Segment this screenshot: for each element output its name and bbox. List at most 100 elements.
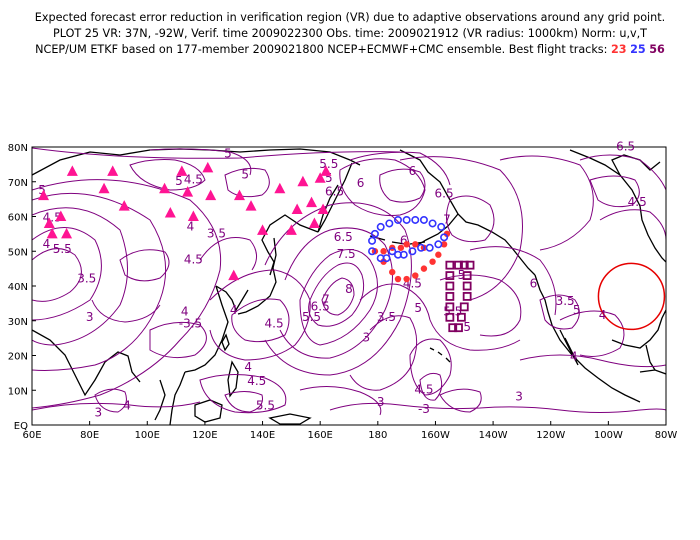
contour-label: 4 — [244, 360, 252, 374]
contour-label: 6.5 — [325, 185, 344, 199]
track-23-label: 23 — [610, 43, 627, 56]
track-56-square — [462, 292, 472, 301]
contour-label: 3.5 — [207, 226, 226, 240]
flight-track-56 — [445, 260, 475, 333]
track-25-circle — [370, 229, 379, 238]
contour-label: 6 — [409, 164, 417, 178]
track-23-dot — [412, 241, 419, 248]
okhotsk-coastline — [261, 214, 319, 276]
hudson-bay-coastline — [611, 154, 661, 176]
track-56-square — [462, 281, 472, 291]
track-25-circle — [434, 240, 443, 249]
observation-triangle-marker — [43, 217, 55, 228]
kamchatka-coastline — [317, 162, 353, 233]
flight-track-25 — [368, 215, 449, 263]
south-asia-coastline — [32, 329, 141, 397]
observation-triangle-marker — [233, 189, 245, 201]
track-25-circle — [376, 222, 385, 231]
track-25-circle — [417, 243, 426, 252]
track-56-square — [459, 302, 469, 312]
x-tick-label: 100E — [135, 430, 160, 441]
japan-coastline — [237, 267, 277, 315]
contour-label: 3 — [515, 390, 523, 404]
track-25-circle — [408, 247, 417, 256]
track-25-circle — [393, 250, 402, 259]
observation-triangle-marker — [320, 165, 332, 176]
track-23-dot — [380, 248, 387, 255]
contour-label: 4 — [570, 350, 578, 364]
contour-label: 4 — [187, 219, 195, 233]
track-23-dot — [403, 241, 410, 248]
contour-label: 4 — [599, 308, 607, 322]
y-tick-label: 10N — [8, 386, 28, 397]
x-tick-label: 60E — [22, 430, 41, 441]
contour-label: 6.5 — [435, 186, 454, 200]
new-guinea-coastline — [268, 413, 312, 425]
gulf-coastline — [611, 309, 666, 349]
contour-label: -3 — [418, 402, 430, 416]
track-56-square — [445, 271, 455, 280]
track-23-dot — [403, 275, 410, 283]
korea-coastline — [215, 285, 249, 312]
contour-label: 8 — [345, 282, 353, 296]
y-tick-label: 40N — [8, 282, 28, 293]
observation-triangle-marker — [164, 207, 176, 218]
contour-label: 4 — [181, 305, 189, 319]
observation-triangle-marker — [187, 210, 199, 221]
y-axis-labels: 80N 70N 60N 50N 40N 30N 20N 10N EQ — [8, 143, 28, 432]
contour-label: 5 — [175, 174, 183, 188]
track-56-square — [445, 260, 455, 270]
contour-label: 4 — [43, 237, 51, 251]
contour-label: 5.5 — [256, 398, 275, 412]
flight-track-23 — [371, 230, 451, 283]
x-tick-label: 80E — [80, 430, 99, 441]
track-25-circle — [402, 215, 411, 224]
canada-arctic-coastline — [569, 149, 666, 263]
track-25-circle — [385, 219, 394, 228]
header-line-3: NCEP/UM ETKF based on 177-member 2009021… — [0, 42, 700, 58]
observation-triangle-marker — [274, 182, 286, 194]
track-25-circle — [368, 236, 377, 245]
contour-label: 3 — [377, 395, 385, 409]
contour-label: 5.5 — [53, 242, 72, 256]
y-tick-label: EQ — [14, 421, 28, 432]
contour-label: 7 — [322, 292, 330, 306]
x-tick-label: 100W — [594, 430, 623, 441]
taiwan-coastline — [221, 333, 230, 352]
observation-triangle-marker — [291, 203, 303, 215]
y-tick-label: 60N — [8, 213, 28, 224]
x-tick-label: 180 — [368, 430, 387, 441]
contour-label: 7.5 — [337, 247, 356, 261]
track-25-circle — [388, 247, 397, 256]
x-tick-label: 160E — [307, 430, 332, 441]
borneo-coastline — [194, 399, 223, 423]
hawaii-islands — [429, 347, 451, 363]
malaysia-coastline — [154, 379, 166, 421]
observation-triangle-marker — [202, 161, 214, 173]
observation-triangle-marker — [182, 186, 194, 197]
figure-header: Expected forecast error reduction in ver… — [0, 10, 700, 58]
contour-label: 7 — [443, 212, 451, 226]
contour-label: 6 — [357, 176, 365, 190]
track-25-circle — [419, 215, 428, 224]
track-56-square — [454, 323, 463, 333]
track-23-dot — [440, 241, 448, 248]
observation-triangle-marker — [317, 203, 329, 215]
contour-label: 3 — [86, 310, 94, 324]
contour-label: 5 — [458, 268, 466, 282]
observation-triangle-marker — [297, 175, 309, 187]
contour-label: 3.5 — [77, 272, 96, 286]
observation-triangles — [38, 161, 332, 281]
track-23-dot — [429, 258, 436, 265]
contour-label: 6 — [530, 277, 538, 291]
track-25-circle — [425, 243, 434, 252]
observation-triangle-marker — [66, 165, 78, 176]
contour-label: 5 — [325, 171, 333, 185]
contour-label: 3.5 — [556, 294, 575, 308]
track-56-square — [445, 312, 455, 322]
observation-triangle-marker — [228, 269, 240, 281]
contour-label: 4 — [230, 303, 238, 317]
verification-region-circle — [597, 262, 666, 331]
y-tick-label: 80N — [8, 143, 28, 154]
contour-label: 5 — [463, 320, 471, 334]
